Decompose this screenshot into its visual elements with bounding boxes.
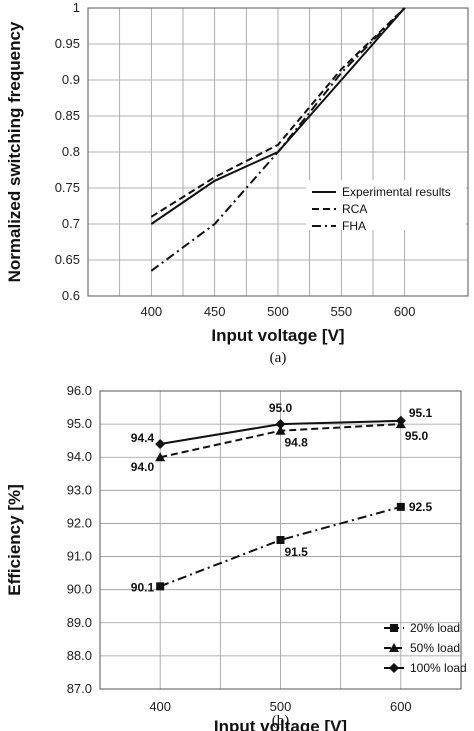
- y-tick-label: 0.95: [55, 36, 80, 51]
- data-point-marker: [155, 452, 166, 462]
- y-tick-label: 89.0: [67, 615, 92, 630]
- data-label: 95.1: [409, 406, 433, 420]
- data-label: 94.4: [131, 431, 155, 445]
- y-tick-label: 0.75: [55, 180, 80, 195]
- legend-label: FHA: [342, 219, 366, 233]
- x-tick-label: 500: [267, 304, 289, 319]
- chart-b-caption: (b): [272, 713, 290, 729]
- y-tick-label: 1: [73, 0, 80, 15]
- data-label: 95.0: [269, 401, 293, 415]
- series-line-rca: [150, 7, 406, 218]
- y-tick-label: 0.7: [62, 216, 80, 231]
- switching-frequency-chart: 0.6 0.65 0.7 0.75 0.8 0.85 0.9 0.95 1 400 450 500 5…: [5, 0, 469, 366]
- chart-b-y-tick-labels: 87.0 88.0 89.0 90.0 91.0 92.0 93.0 94.0 95.0 96.0: [67, 383, 92, 696]
- x-tick-label: 400: [149, 699, 171, 714]
- chart-b-data-labels: 90.1 91.5 92.5 94.0 94.8 95.0 94.4 95.0 95.1: [131, 401, 433, 594]
- legend-marker: [390, 624, 398, 632]
- chart-b-x-tick-labels: 400 500 600: [149, 699, 411, 714]
- chart-b-x-axis-title: Input voltage [V]: [214, 717, 347, 731]
- series-line-fha: [150, 7, 406, 272]
- y-tick-label: 0.6: [62, 288, 80, 303]
- data-point-marker: [156, 582, 165, 591]
- data-label: 95.0: [405, 429, 429, 443]
- data-label: 92.5: [409, 500, 433, 514]
- y-tick-label: 93.0: [67, 482, 92, 497]
- y-tick-label: 90.0: [67, 582, 92, 597]
- y-tick-label: 0.9: [62, 72, 80, 87]
- chart-a-x-axis-title: Input voltage [V]: [211, 326, 344, 345]
- legend-marker: [389, 643, 399, 652]
- data-point-marker: [275, 425, 286, 435]
- x-tick-label: 550: [330, 304, 352, 319]
- y-tick-label: 0.8: [62, 144, 80, 159]
- y-tick-label: 95.0: [67, 416, 92, 431]
- chart-b-y-axis-title: Efficiency [%]: [5, 484, 24, 595]
- chart-b-series: [155, 415, 406, 591]
- data-label: 94.0: [131, 460, 155, 474]
- chart-a-gridlines: [88, 7, 468, 297]
- chart-a-y-tick-labels: 0.6 0.65 0.7 0.75 0.8 0.85 0.9 0.95 1: [55, 0, 80, 303]
- legend-label: 50% load: [410, 641, 460, 655]
- data-label: 94.8: [285, 436, 309, 450]
- x-tick-label: 400: [140, 304, 162, 319]
- y-tick-label: 94.0: [67, 449, 92, 464]
- x-tick-label: 450: [204, 304, 226, 319]
- chart-a-caption: (a): [270, 350, 287, 366]
- chart-b-plot-frame: [99, 390, 462, 690]
- x-tick-label: 600: [394, 304, 416, 319]
- legend-background: [306, 180, 466, 230]
- chart-b-legend: 20% load 50% load 100% load: [384, 621, 467, 675]
- legend-label: 20% load: [410, 621, 460, 635]
- y-tick-label: 88.0: [67, 648, 92, 663]
- y-tick-label: 0.85: [55, 108, 80, 123]
- data-label: 90.1: [131, 580, 155, 594]
- y-tick-label: 96.0: [67, 383, 92, 398]
- data-point-marker: [396, 502, 405, 511]
- x-tick-label: 600: [390, 699, 412, 714]
- legend-marker: [389, 663, 399, 673]
- chart-a-y-axis-title: Normalized switching frequency: [5, 21, 24, 282]
- data-point-marker: [395, 415, 406, 426]
- data-label: 91.5: [285, 545, 309, 559]
- x-tick-label: 500: [270, 699, 292, 714]
- legend-label: 100% load: [410, 661, 467, 675]
- chart-a-series: [150, 7, 406, 272]
- y-tick-label: 92.0: [67, 515, 92, 530]
- efficiency-chart: 90.1 91.5 92.5 94.0 94.8 95.0 94.4 95.0 95.1 87.…: [5, 383, 467, 731]
- y-tick-label: 0.65: [55, 252, 80, 267]
- chart-a-x-tick-labels: 400 450 500 550 600: [140, 304, 415, 319]
- legend-label: RCA: [342, 202, 367, 216]
- y-tick-label: 91.0: [67, 549, 92, 564]
- data-point-marker: [275, 419, 286, 430]
- legend-label: Experimental results: [342, 185, 451, 199]
- data-point-marker: [155, 438, 166, 449]
- data-point-marker: [276, 536, 285, 544]
- y-tick-label: 87.0: [67, 681, 92, 696]
- chart-a-plot-frame: [87, 7, 469, 297]
- chart-a-legend: Experimental results RCA FHA: [306, 180, 466, 233]
